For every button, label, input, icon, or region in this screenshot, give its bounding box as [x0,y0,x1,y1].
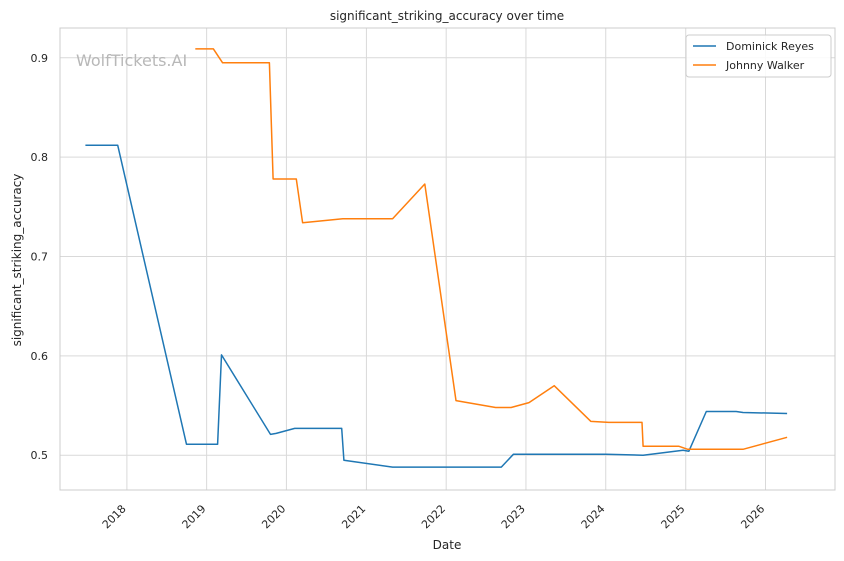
y-tick-label: 0.6 [31,350,49,363]
grid [60,28,835,490]
y-tick-label: 0.5 [31,449,49,462]
series-line-dominick-reyes [85,144,788,468]
legend: Dominick Reyes Johnny Walker [685,34,832,78]
series-line-johnny-walker [195,48,788,451]
watermark-text: WolfTickets.AI [76,51,187,70]
y-tick-label: 0.7 [31,251,49,264]
chart-title: significant_striking_accuracy over time [330,9,564,23]
y-tick-label: 0.8 [31,151,49,164]
legend-label: Johnny Walker [725,59,805,72]
x-axis-label: Date [433,538,462,552]
y-axis-label: significant_striking_accuracy [10,174,24,347]
y-tick-label: 0.9 [31,52,49,65]
legend-box [685,34,832,78]
plot-area-frame [59,27,836,491]
series-lines [85,48,788,468]
legend-label: Dominick Reyes [726,40,814,53]
